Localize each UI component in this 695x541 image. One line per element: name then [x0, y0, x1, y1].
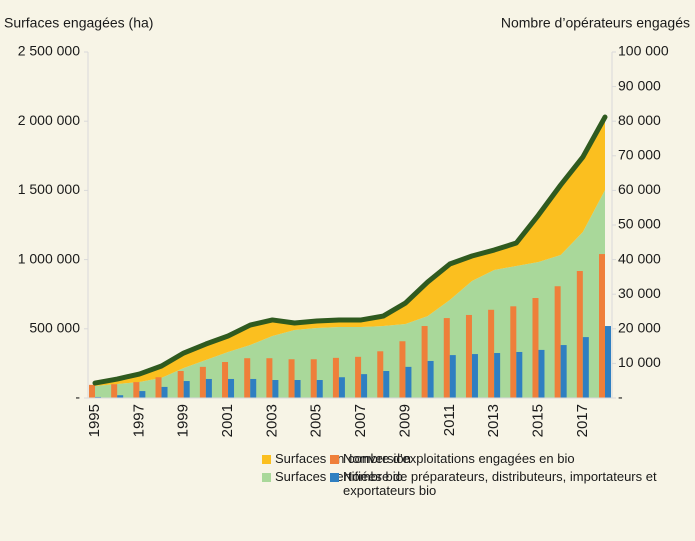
chart: Surfaces engagées (ha) Nombre d’opérateu…	[4, 15, 690, 438]
bar	[576, 271, 583, 398]
x-tick-label: 1999	[175, 404, 192, 437]
y-tick-label: 1 000 000	[18, 250, 80, 266]
bar	[183, 381, 190, 398]
y-axis-title: Surfaces engagées (ha)	[4, 15, 153, 31]
y2-tick-label: 10 000	[618, 354, 661, 370]
bar	[421, 326, 428, 398]
y2-tick-label: 70 000	[618, 147, 661, 163]
bar	[532, 298, 539, 398]
legend-swatch	[262, 473, 271, 482]
bar	[222, 362, 229, 398]
bar	[89, 384, 95, 398]
bar	[427, 360, 434, 398]
bar	[383, 371, 390, 398]
x-tick-label: 2007	[352, 404, 369, 437]
x-tick-label: 2013	[485, 404, 502, 437]
y-tick-label: 500 000	[29, 320, 80, 336]
legend-item: Surfaces certifiées bio	[262, 470, 403, 498]
bar	[316, 380, 323, 398]
bar	[338, 377, 345, 398]
y2-tick-label: 90 000	[618, 77, 661, 93]
bar	[605, 326, 611, 398]
x-tick-label: 2005	[308, 404, 325, 437]
y-tick-label: 2 000 000	[18, 112, 80, 128]
bar	[310, 359, 317, 398]
bar	[139, 391, 146, 398]
y2-tick-label: -	[618, 389, 623, 405]
x-tick-label: 2001	[219, 404, 236, 437]
bar	[111, 384, 118, 398]
x-tick-label: 2003	[263, 404, 280, 437]
y2-tick-label: 80 000	[618, 112, 661, 128]
bar	[161, 386, 168, 398]
total-outline	[92, 114, 608, 386]
legend-label: Surfaces en conversion	[275, 451, 411, 466]
bar	[471, 354, 478, 398]
y2-tick-label: 30 000	[618, 285, 661, 301]
bar	[266, 358, 273, 398]
legend-item: Surfaces en conversion	[262, 452, 411, 466]
legend-label: Nombre d'exploitations engagées en bio	[343, 451, 575, 466]
area	[95, 117, 605, 386]
x-tick-label: 2011	[441, 404, 458, 436]
bar	[228, 378, 235, 398]
legend-item: Nombre de préparateurs, distributeurs, i…	[330, 470, 690, 498]
bar	[449, 355, 456, 398]
bar	[399, 341, 406, 398]
bar	[405, 366, 412, 398]
bar	[117, 395, 124, 398]
bar	[538, 349, 545, 398]
x-tick-label: 2017	[574, 404, 591, 437]
bar	[288, 359, 295, 398]
x-tick-label: 2009	[396, 404, 413, 437]
bar	[177, 371, 184, 398]
y-tick-label: 2 500 000	[18, 43, 80, 59]
bar	[599, 254, 605, 398]
y-tick-label: 1 500 000	[18, 181, 80, 197]
y2-tick-label: 60 000	[618, 181, 661, 197]
bar	[199, 366, 206, 398]
y2-axis-title: Nombre d’opérateurs engagés	[501, 15, 690, 31]
bar	[250, 378, 257, 398]
legend-item: Nombre d'exploitations engagées en bio	[330, 452, 690, 466]
y2-tick-label: 20 000	[618, 320, 661, 336]
y-tick-label: -	[75, 389, 80, 405]
bar	[516, 351, 523, 398]
bar	[133, 382, 140, 398]
legend: Surfaces en conversion Surfaces certifiée…	[262, 452, 690, 498]
area	[95, 189, 605, 398]
y2-tick-label: 50 000	[618, 216, 661, 232]
legend-swatch	[330, 455, 339, 464]
y2-tick-label: 100 000	[618, 43, 669, 59]
bar	[510, 306, 517, 398]
legend-label: Nombre de préparateurs, distributeurs, i…	[343, 469, 657, 498]
x-tick-label: 1997	[130, 404, 147, 437]
bar	[443, 318, 450, 398]
x-tick-label: 1995	[86, 404, 103, 437]
bar	[494, 353, 501, 398]
bar	[155, 377, 162, 398]
bar	[582, 337, 589, 398]
bar	[95, 396, 101, 398]
bar	[332, 357, 339, 398]
legend-swatch	[262, 455, 271, 464]
bar	[377, 351, 384, 398]
bar	[560, 345, 567, 398]
bar	[272, 380, 279, 398]
y2-tick-label: 40 000	[618, 250, 661, 266]
bar	[488, 309, 495, 398]
legend-swatch	[330, 473, 339, 482]
bar	[554, 286, 561, 398]
bar	[294, 380, 301, 398]
bar	[244, 358, 251, 398]
bar	[205, 378, 212, 398]
bar	[355, 356, 362, 398]
bar	[465, 314, 472, 398]
bar	[361, 374, 368, 398]
x-tick-label: 2015	[529, 404, 546, 437]
